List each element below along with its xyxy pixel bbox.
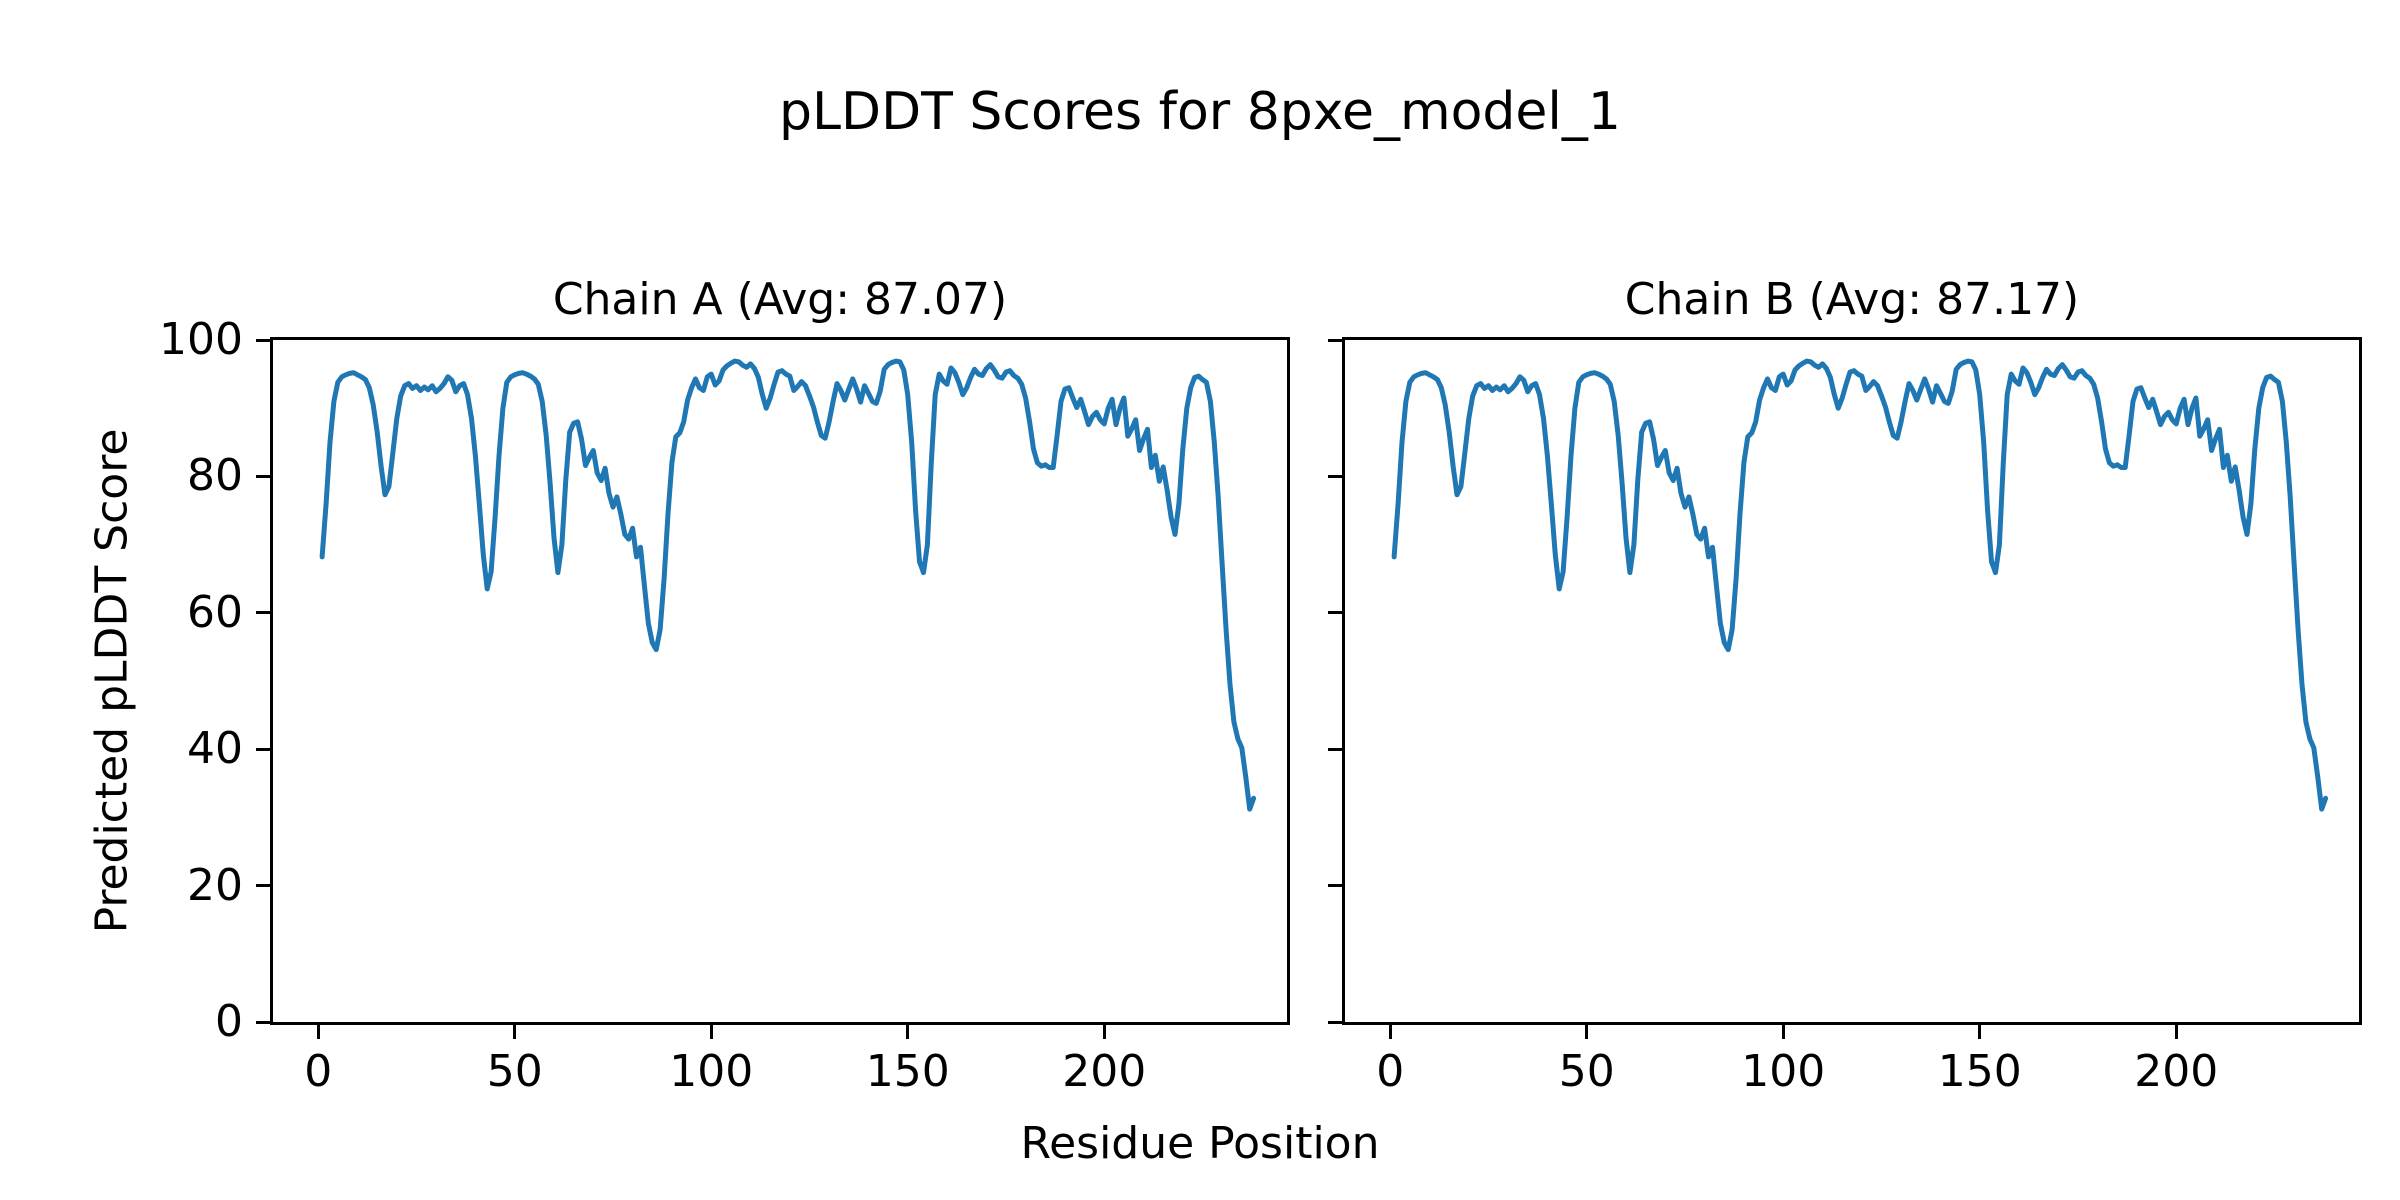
x-tick-mark — [1781, 1025, 1785, 1039]
x-tick-mark — [709, 1025, 713, 1039]
y-tick-mark — [256, 474, 270, 478]
y-tick-label: 100 — [159, 314, 243, 365]
x-tick-mark — [316, 1025, 320, 1039]
y-tick-mark — [1328, 1020, 1342, 1024]
y-tick-mark — [256, 747, 270, 751]
y-tick-label: 20 — [187, 859, 243, 911]
plddt-line — [319, 358, 1257, 812]
y-tick-mark — [256, 338, 270, 342]
x-tick-mark — [1978, 1025, 1982, 1039]
y-tick-label: 60 — [187, 586, 243, 638]
x-tick-label: 0 — [304, 1046, 333, 1097]
plddt-line — [1391, 358, 2329, 812]
chain-b-axes: 0 50 100 150 200 — [1328, 337, 2362, 1097]
chain-b-line-chart — [1391, 358, 2329, 812]
x-tick-label: 200 — [2134, 1046, 2219, 1097]
x-tick-mark — [1102, 1025, 1106, 1039]
figure-title: pLDDT Scores for 8pxe_model_1 — [779, 82, 1621, 142]
x-tick-label: 0 — [1376, 1046, 1405, 1097]
y-tick-mark — [1328, 884, 1342, 888]
x-axis-label: Residue Position — [1020, 1118, 1380, 1169]
chain-a-subplot-title: Chain A (Avg: 87.07) — [552, 274, 1008, 325]
y-tick-mark — [1328, 747, 1342, 751]
x-tick-mark — [906, 1025, 910, 1039]
y-tick-mark — [256, 611, 270, 615]
x-tick-mark — [513, 1025, 517, 1039]
y-tick-label: 80 — [187, 450, 243, 502]
y-tick-label: 40 — [187, 723, 243, 775]
x-tick-label: 100 — [1741, 1046, 1826, 1097]
y-axis-label: Predicted pLDDT Score — [86, 428, 138, 934]
y-tick-label: 0 — [215, 996, 243, 1047]
chain-a-line-chart — [319, 358, 1257, 812]
chain-b-subplot-title: Chain B (Avg: 87.17) — [1624, 274, 2080, 325]
y-tick-mark — [1328, 338, 1342, 342]
y-tick-mark — [1328, 474, 1342, 478]
x-tick-label: 150 — [1937, 1046, 2022, 1097]
x-tick-mark — [1585, 1025, 1589, 1039]
x-tick-label: 200 — [1062, 1046, 1147, 1097]
x-tick-label: 100 — [669, 1046, 754, 1097]
chain-a-subplot: Chain A (Avg: 87.07) 0 50 100 150 200 0 20 40 60… — [159, 274, 1290, 1097]
x-tick-label: 50 — [486, 1046, 543, 1097]
y-tick-mark — [1328, 611, 1342, 615]
y-tick-mark — [256, 884, 270, 888]
y-tick-mark — [256, 1020, 270, 1024]
chain-b-subplot: Chain B (Avg: 87.17) 0 50 100 150 200 — [1328, 274, 2362, 1097]
x-tick-mark — [2174, 1025, 2178, 1039]
x-tick-mark — [1388, 1025, 1392, 1039]
chain-a-axes: 0 50 100 150 200 0 20 40 60 80 100 — [159, 316, 1290, 1097]
x-tick-label: 50 — [1558, 1046, 1615, 1097]
x-tick-label: 150 — [865, 1046, 950, 1097]
